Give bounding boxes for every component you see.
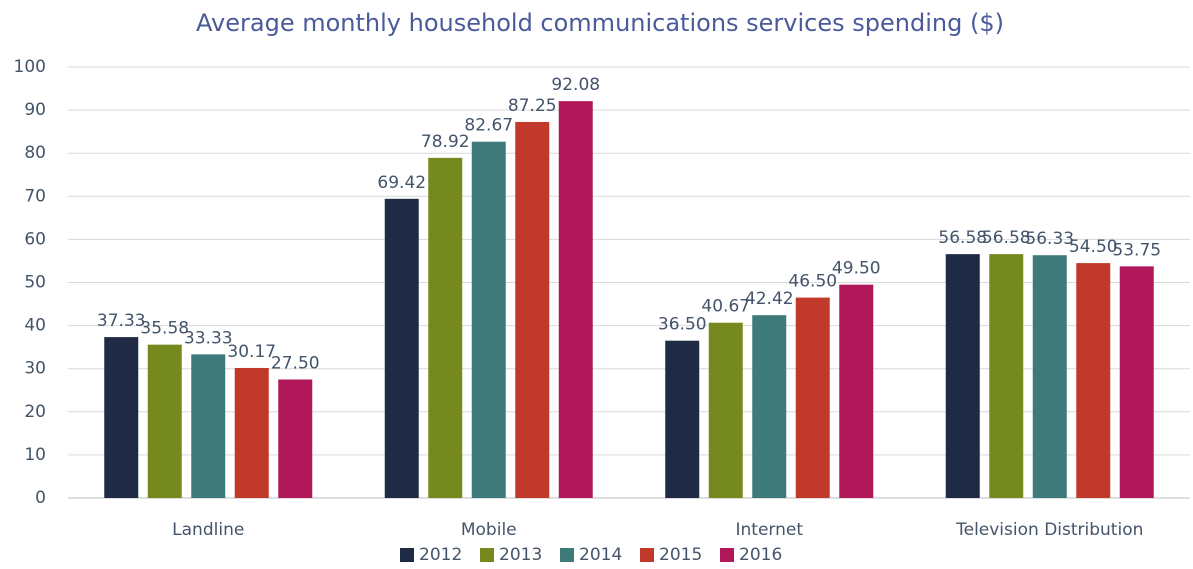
bar — [945, 254, 980, 498]
data-label: 46.50 — [788, 272, 837, 292]
data-label: 92.08 — [551, 75, 600, 95]
bar — [515, 121, 550, 498]
y-tick-label: 0 — [35, 488, 46, 508]
bar — [558, 101, 593, 499]
legend-swatch — [480, 548, 494, 562]
x-tick-label: Internet — [735, 520, 803, 540]
data-label: 56.58 — [982, 228, 1031, 248]
legend-swatch — [400, 548, 414, 562]
data-label: 56.58 — [938, 228, 987, 248]
data-label: 27.50 — [271, 353, 320, 373]
y-tick-label: 80 — [24, 143, 46, 163]
bar — [1076, 263, 1111, 498]
legend-label: 2014 — [579, 545, 622, 565]
x-tick-label: Television Distribution — [955, 520, 1143, 540]
legend-swatch — [720, 548, 734, 562]
data-label: 33.33 — [184, 328, 233, 348]
bar — [147, 344, 182, 498]
data-label: 69.42 — [377, 173, 426, 193]
data-label: 36.50 — [658, 315, 707, 335]
bar — [839, 284, 874, 498]
legend-label: 2013 — [499, 545, 542, 565]
y-tick-label: 100 — [14, 57, 46, 77]
y-tick-label: 20 — [24, 402, 46, 422]
bar — [384, 198, 419, 498]
bar — [708, 322, 743, 498]
data-label: 42.42 — [745, 289, 794, 309]
data-label: 30.17 — [227, 342, 276, 362]
legend-swatch — [560, 548, 574, 562]
data-label: 37.33 — [97, 311, 146, 331]
y-tick-label: 30 — [24, 359, 46, 379]
bar — [278, 379, 313, 498]
chart-title: Average monthly household communications… — [196, 9, 1004, 37]
bar — [428, 157, 463, 498]
bar — [234, 367, 269, 498]
data-label: 53.75 — [1112, 240, 1161, 260]
legend-swatch — [640, 548, 654, 562]
legend-label: 2015 — [659, 545, 702, 565]
bar — [795, 297, 830, 498]
data-label: 40.67 — [701, 297, 750, 317]
data-label: 54.50 — [1069, 237, 1118, 257]
data-label: 56.33 — [1025, 229, 1074, 249]
bar — [1119, 266, 1154, 498]
y-tick-label: 10 — [24, 445, 46, 465]
bar — [752, 315, 787, 498]
data-label: 49.50 — [832, 259, 881, 279]
x-tick-label: Mobile — [461, 520, 517, 540]
data-label: 78.92 — [421, 132, 470, 152]
legend-label: 2012 — [419, 545, 462, 565]
legend-label: 2016 — [739, 545, 782, 565]
bar — [1032, 255, 1067, 498]
x-tick-label: Landline — [172, 520, 244, 540]
bar — [471, 141, 506, 498]
y-tick-label: 70 — [24, 186, 46, 206]
bar — [665, 340, 700, 498]
data-label: 82.67 — [464, 116, 513, 136]
bar — [989, 254, 1024, 498]
data-label: 87.25 — [508, 96, 557, 116]
y-tick-label: 90 — [24, 100, 46, 120]
data-label: 35.58 — [140, 319, 189, 339]
y-tick-label: 50 — [24, 273, 46, 293]
bar — [191, 354, 226, 498]
bar — [104, 337, 139, 498]
y-tick-label: 60 — [24, 229, 46, 249]
y-tick-label: 40 — [24, 316, 46, 336]
